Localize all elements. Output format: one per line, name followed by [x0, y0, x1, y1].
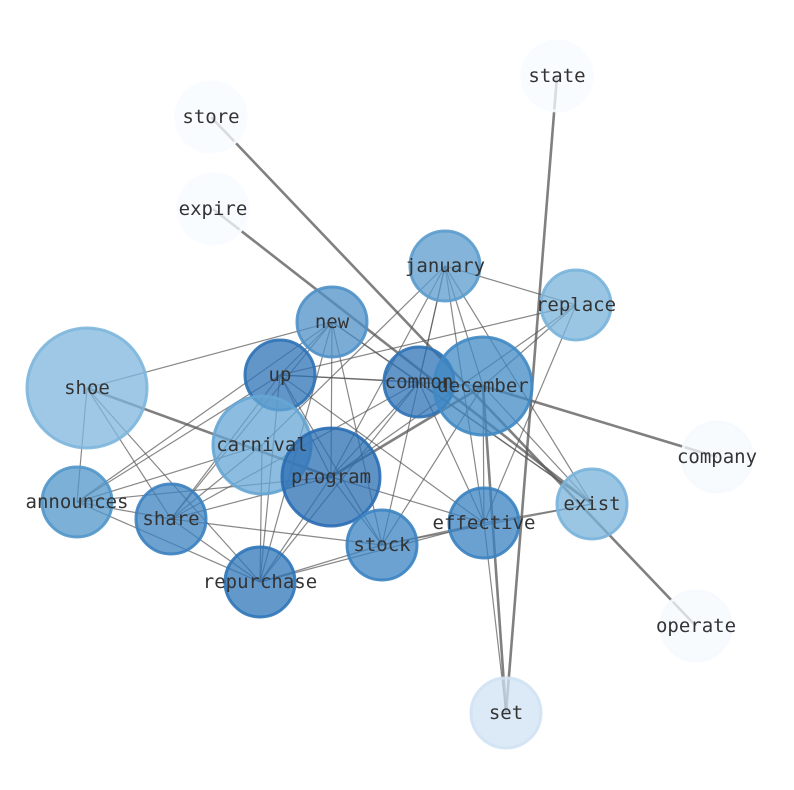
node-shoe[interactable] — [25, 326, 149, 450]
node-label-january: january — [405, 255, 485, 277]
nodes-layer — [25, 39, 754, 750]
node-label-set: set — [489, 702, 523, 724]
node-label-stock: stock — [353, 534, 411, 556]
node-program[interactable] — [280, 426, 382, 528]
node-label-share: share — [142, 508, 199, 530]
node-label-expire: expire — [179, 198, 248, 220]
node-label-replace: replace — [536, 294, 616, 316]
node-company[interactable] — [680, 420, 754, 494]
node-label-december: december — [437, 375, 529, 397]
node-december[interactable] — [432, 335, 534, 437]
node-repurchase[interactable] — [223, 545, 297, 619]
node-label-store: store — [182, 106, 239, 128]
node-label-state: state — [528, 65, 585, 87]
node-store[interactable] — [174, 80, 248, 154]
node-label-carnival: carnival — [216, 434, 308, 456]
node-label-announces: announces — [26, 491, 129, 513]
node-january[interactable] — [408, 229, 482, 303]
edge-replace-effective — [483, 304, 577, 524]
node-stock[interactable] — [345, 508, 419, 582]
node-new[interactable] — [295, 285, 369, 359]
node-share[interactable] — [134, 482, 208, 556]
node-label-up: up — [269, 364, 292, 386]
node-label-common: common — [385, 371, 454, 393]
node-label-operate: operate — [656, 615, 736, 637]
edge-up-effective — [279, 374, 485, 524]
node-label-company: company — [677, 446, 757, 468]
node-set[interactable] — [469, 676, 543, 750]
node-label-program: program — [291, 466, 371, 488]
edge-announces-up — [76, 374, 281, 503]
labels-layer: state store expire january replace new shoe up c… — [26, 65, 758, 724]
node-announces[interactable] — [40, 465, 114, 539]
node-operate[interactable] — [659, 589, 733, 663]
node-effective[interactable] — [447, 486, 521, 560]
node-expire[interactable] — [176, 172, 250, 246]
edge-replace-up — [279, 304, 577, 376]
node-label-shoe: shoe — [64, 377, 110, 399]
edge-new-stock — [331, 321, 383, 546]
node-label-exist: exist — [563, 493, 620, 515]
node-exist[interactable] — [555, 467, 629, 541]
node-label-repurchase: repurchase — [203, 571, 317, 593]
node-state[interactable] — [520, 39, 594, 113]
node-replace[interactable] — [539, 268, 613, 342]
node-label-effective: effective — [433, 512, 536, 534]
node-label-new: new — [315, 311, 350, 333]
